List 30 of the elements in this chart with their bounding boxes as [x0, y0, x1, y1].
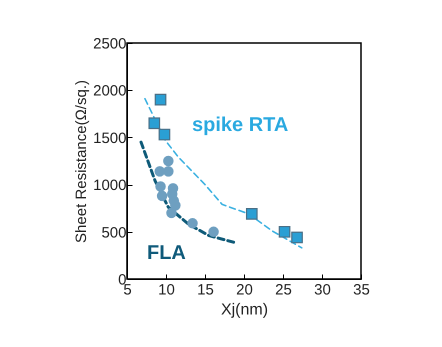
point: [166, 208, 177, 218]
point: [155, 181, 166, 192]
point: [170, 200, 181, 211]
point: [148, 117, 160, 130]
point: [163, 156, 174, 166]
point: [278, 226, 290, 238]
point: [208, 226, 219, 238]
point: [187, 218, 198, 229]
point: [154, 166, 166, 177]
y-tick-label: 500: [101, 224, 126, 242]
point: [158, 128, 170, 140]
y-tick-label: 1500: [93, 130, 126, 147]
point: [163, 166, 174, 177]
x-tick-label: 20: [236, 282, 253, 298]
annotation: spike RTA: [192, 114, 288, 136]
y-tick-label: 2000: [93, 82, 126, 100]
x-tick-label: 10: [158, 282, 175, 298]
y-axis-title: Sheet Resistance(Ω/sq.): [73, 80, 90, 243]
annotation: FLA: [147, 242, 186, 264]
x-tick-label: 25: [275, 282, 292, 298]
y-tick-label: 1000: [93, 177, 126, 194]
x-tick-label: 30: [314, 282, 331, 298]
point: [154, 94, 166, 106]
point: [246, 208, 258, 220]
y-tick-label: 2500: [93, 36, 126, 52]
x-tick-label: 35: [353, 282, 370, 298]
x-axis-title: Xj(nm): [220, 302, 268, 318]
point: [291, 232, 303, 244]
point: [156, 190, 168, 202]
x-tick-label: 15: [197, 282, 214, 298]
